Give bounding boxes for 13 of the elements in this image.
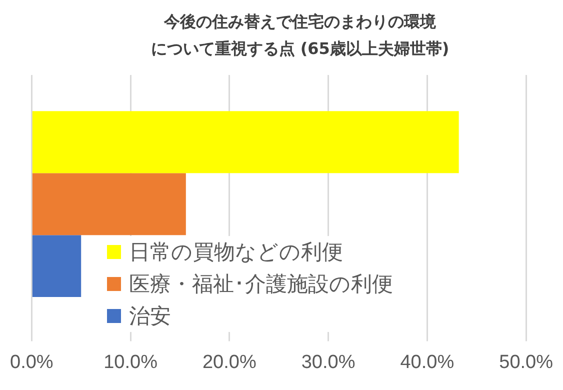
- legend-label: 治安: [129, 303, 171, 330]
- x-tick-label: 10.0%: [104, 352, 158, 373]
- x-tick-label: 0.0%: [10, 352, 54, 373]
- bar: [32, 235, 82, 298]
- legend-label: 医療・福祉･介護施設の利便: [129, 271, 393, 298]
- x-tick-label: 50.0%: [499, 352, 554, 373]
- bar: [32, 173, 186, 236]
- legend-label: 日常の買物などの利便: [129, 239, 343, 266]
- x-tick-label: 20.0%: [202, 352, 256, 373]
- chart-title: 今後の住み替えで住宅のまわりの環境について重視する点 (65歳以上夫婦世帯): [150, 11, 450, 60]
- bar: [32, 111, 459, 174]
- x-tick-label: 30.0%: [301, 352, 356, 373]
- x-tick-label: 40.0%: [400, 352, 454, 373]
